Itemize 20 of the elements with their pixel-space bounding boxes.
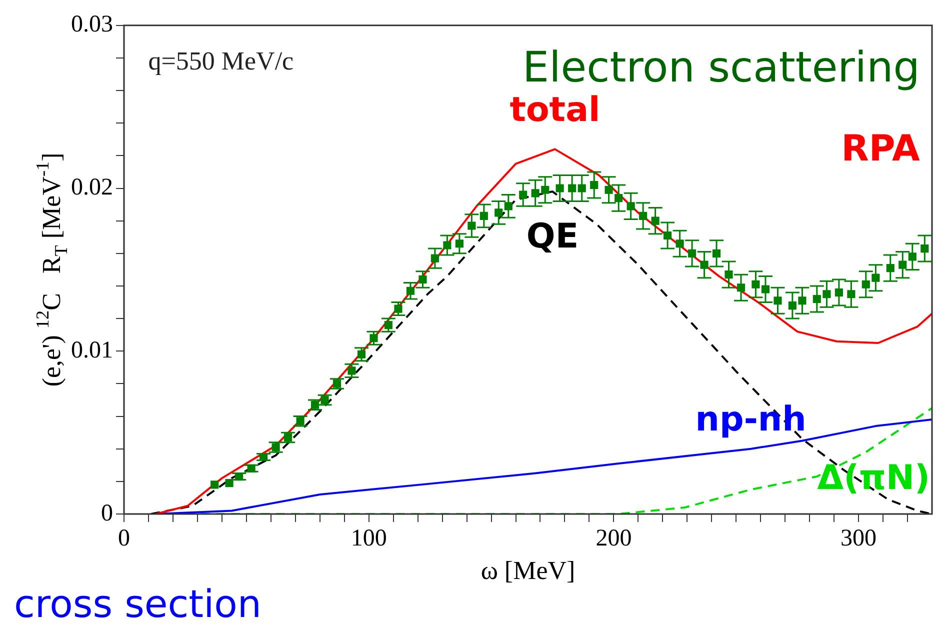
x-tick-label: 200: [596, 526, 632, 552]
annotation: Electron scattering: [522, 42, 920, 92]
series-label: np-nh: [695, 400, 806, 440]
y-tick-label: 0.01: [71, 337, 113, 364]
series-label: Δ(πN): [817, 458, 930, 498]
series-label: total: [510, 90, 600, 130]
point: [210, 480, 219, 489]
y-tick-label: 0.02: [71, 174, 113, 201]
x-tick-label: 100: [350, 526, 387, 552]
series-label: QE: [526, 216, 579, 256]
x-axis-title: ω [MeV]: [480, 556, 576, 586]
text: cross section: [14, 582, 262, 626]
y-tick-label: 0: [101, 500, 113, 526]
x-tick-label: 0: [118, 526, 130, 552]
annotation: q=550 MeV/c: [148, 46, 294, 76]
point: [225, 479, 234, 488]
x-tick-label: 300: [840, 526, 877, 552]
annotation: RPA: [841, 128, 920, 170]
y-tick-label: 0.03: [71, 12, 113, 38]
y-axis-title: (e,e') 12C RT [MeV-1]: [32, 152, 71, 387]
